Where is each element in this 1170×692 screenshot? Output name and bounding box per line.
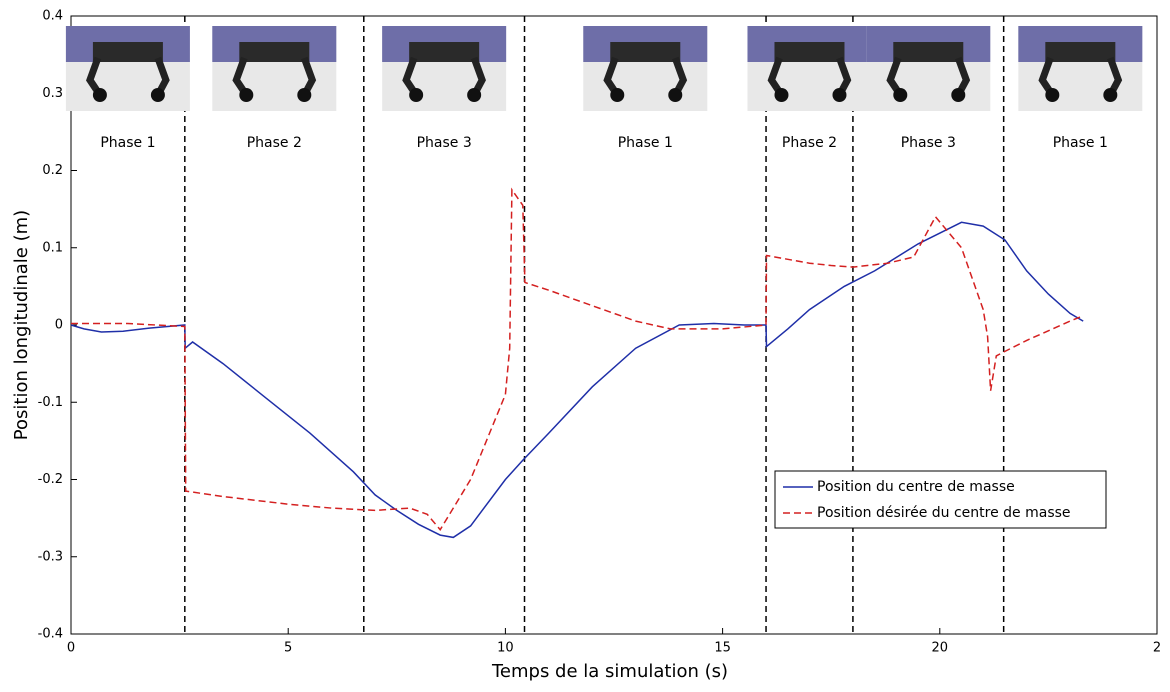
robot-thumbnail bbox=[382, 26, 507, 111]
x-tick-label: 20 bbox=[932, 641, 949, 656]
y-tick-label: -0.3 bbox=[38, 549, 63, 564]
y-tick-label: 0.1 bbox=[42, 240, 63, 255]
thumbnail-part bbox=[951, 88, 966, 102]
thumbnail-part bbox=[409, 42, 480, 62]
phase-label: Phase 1 bbox=[1053, 135, 1108, 151]
y-axis-label: Position longitudinale (m) bbox=[11, 210, 32, 440]
robot-thumbnail bbox=[583, 26, 708, 111]
phase-label: Phase 2 bbox=[782, 135, 837, 151]
thumbnail-part bbox=[239, 42, 310, 62]
thumbnail-part bbox=[150, 88, 165, 102]
robot-thumbnail bbox=[866, 26, 991, 111]
phase-label: Phase 1 bbox=[618, 135, 673, 151]
x-tick-label: 10 bbox=[497, 641, 514, 656]
x-tick-label: 0 bbox=[67, 641, 75, 656]
thumbnail-part bbox=[409, 88, 424, 102]
robot-thumbnail bbox=[212, 26, 337, 111]
y-tick-label: -0.1 bbox=[38, 395, 63, 410]
y-tick-label: 0.2 bbox=[42, 163, 63, 178]
thumbnail-part bbox=[893, 42, 964, 62]
x-axis-label: Temps de la simulation (s) bbox=[491, 661, 728, 682]
y-tick-label: -0.4 bbox=[38, 627, 63, 642]
thumbnail-part bbox=[1103, 88, 1118, 102]
thumbnail-part bbox=[92, 42, 163, 62]
x-tick-label: 2 bbox=[1153, 641, 1161, 656]
series-line bbox=[70, 221, 1084, 539]
robot-thumbnail bbox=[747, 26, 872, 111]
legend-label: Position du centre de masse bbox=[817, 479, 1015, 495]
x-tick-label: 15 bbox=[714, 641, 731, 656]
thumbnail-part bbox=[832, 88, 847, 102]
phase-label: Phase 3 bbox=[417, 135, 472, 151]
phase-label: Phase 1 bbox=[100, 135, 155, 151]
robot-thumbnail bbox=[65, 26, 190, 111]
thumbnail-part bbox=[92, 88, 107, 102]
thumbnail-part bbox=[297, 88, 312, 102]
y-tick-label: -0.2 bbox=[38, 472, 63, 487]
thumbnail-part bbox=[610, 88, 625, 102]
thumbnail-part bbox=[610, 42, 681, 62]
thumbnail-part bbox=[774, 42, 845, 62]
y-tick-label: 0 bbox=[55, 318, 63, 333]
thumbnail-part bbox=[467, 88, 482, 102]
x-tick-label: 5 bbox=[284, 641, 292, 656]
robot-thumbnail bbox=[1018, 26, 1143, 111]
phase-label: Phase 2 bbox=[247, 135, 302, 151]
thumbnail-part bbox=[239, 88, 254, 102]
y-tick-label: 0.3 bbox=[42, 86, 63, 101]
phase-label: Phase 3 bbox=[901, 135, 956, 151]
thumbnail-part bbox=[1045, 88, 1060, 102]
thumbnail-part bbox=[1045, 42, 1116, 62]
thumbnail-part bbox=[668, 88, 683, 102]
legend-label: Position désirée du centre de masse bbox=[817, 505, 1071, 521]
y-tick-label: 0.4 bbox=[42, 9, 63, 24]
thumbnail-part bbox=[774, 88, 789, 102]
legend-box bbox=[774, 470, 1107, 529]
thumbnail-part bbox=[893, 88, 908, 102]
series-line bbox=[71, 187, 1084, 531]
